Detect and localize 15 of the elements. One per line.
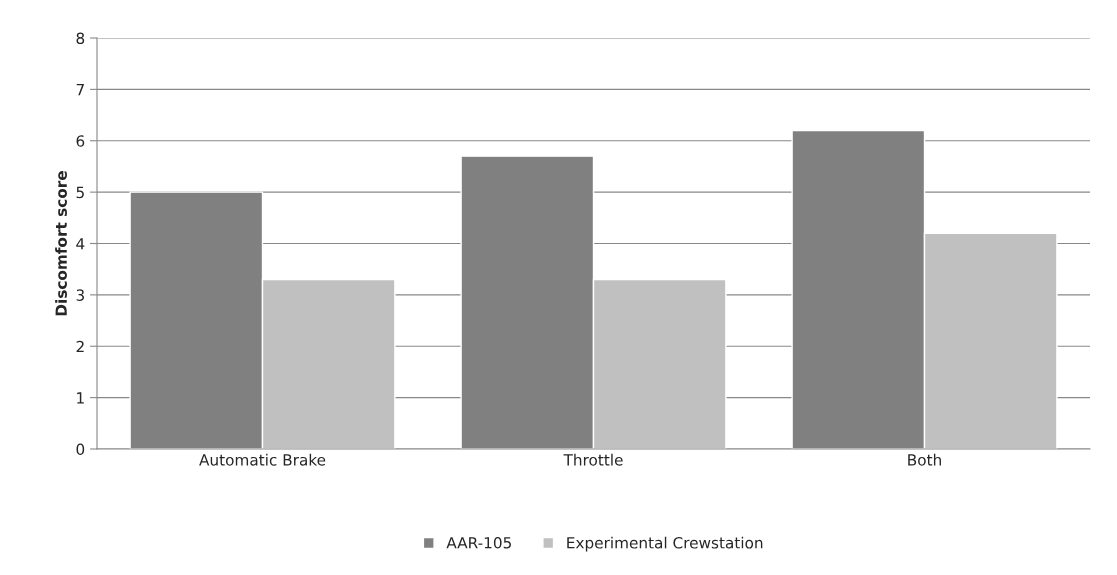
y-tick-label: 3	[76, 289, 84, 301]
y-tick-label: 6	[76, 135, 85, 147]
legend-label: AAR-105	[446, 537, 511, 549]
x-tick-label: Throttle	[563, 453, 623, 466]
y-tick-label: 0	[76, 443, 85, 456]
y-tick-label: 1	[77, 392, 84, 404]
y-axis-title: Discomfort score	[55, 171, 67, 316]
y-tick-label: 2	[76, 340, 84, 353]
x-tick-label: Automatic Brake	[199, 453, 326, 466]
x-tick-label: Both	[908, 453, 941, 466]
y-tick-label: 7	[76, 84, 84, 96]
y-tick-label: 5	[76, 186, 84, 199]
legend-label: Experimental Crewstation	[567, 536, 763, 552]
y-tick-label: 8	[76, 32, 85, 45]
y-tick-label: 4	[76, 238, 85, 250]
